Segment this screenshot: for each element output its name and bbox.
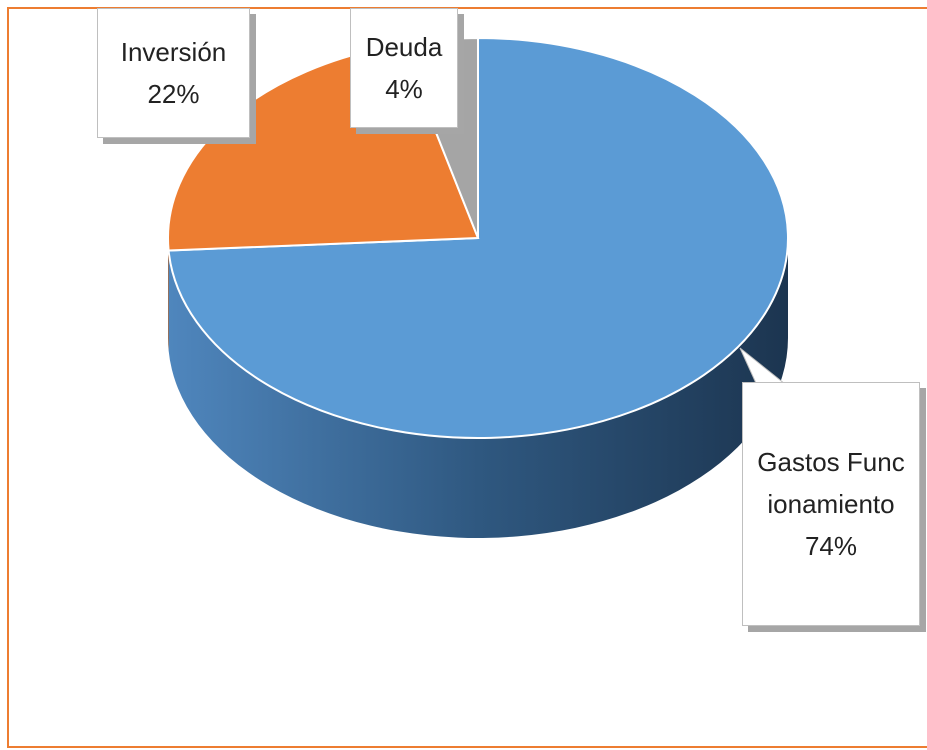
data-label: Deuda 4% — [350, 8, 458, 128]
pie-side — [168, 238, 169, 351]
label-name: Inversión — [120, 37, 227, 67]
label-value: 74% — [804, 531, 858, 561]
callout-pointer — [249, 79, 256, 119]
data-label: Gastos Funcionamiento 74% — [742, 382, 920, 626]
label-value: 22% — [147, 79, 200, 109]
label-value: 4% — [385, 74, 423, 104]
data-label: Inversión 22% — [97, 8, 250, 138]
label-name: Deuda — [365, 32, 443, 62]
label-name: Gastos Funcionamiento — [757, 447, 905, 519]
frame — [7, 7, 927, 748]
pie-side — [168, 238, 789, 538]
